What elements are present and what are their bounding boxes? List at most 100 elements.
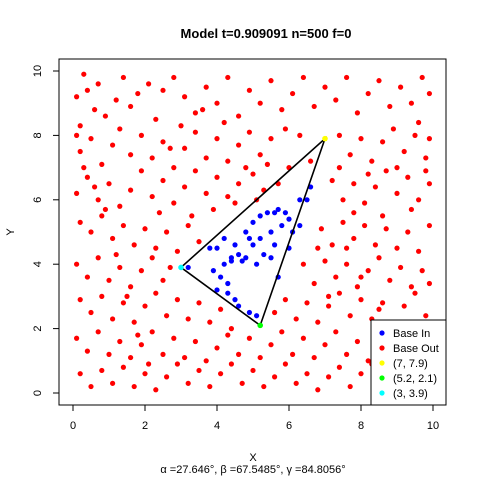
base-out-point — [380, 300, 386, 306]
base-in-point — [268, 229, 274, 235]
legend-label: Base Out — [393, 343, 439, 355]
base-out-point — [300, 335, 306, 341]
base-out-point — [84, 174, 90, 180]
base-in-point — [236, 251, 242, 258]
base-out-point — [221, 119, 227, 126]
base-out-point — [365, 358, 371, 364]
base-out-point — [376, 78, 382, 84]
base-out-point — [426, 280, 432, 287]
base-out-point — [236, 351, 242, 357]
x-axis-label: X — [249, 452, 257, 464]
triangle — [178, 135, 328, 329]
base-out-point — [153, 116, 159, 122]
x-tick-label: 8 — [358, 420, 364, 432]
base-out-point — [135, 332, 141, 338]
base-out-point — [92, 184, 98, 190]
base-out-point — [99, 367, 105, 374]
base-out-point — [419, 268, 425, 274]
base-out-point — [207, 319, 213, 325]
base-in-point — [272, 242, 278, 248]
base-out-point — [398, 264, 404, 271]
triangle-vertex — [257, 322, 264, 329]
base-out-point — [419, 74, 425, 81]
base-out-point — [376, 255, 382, 261]
base-out-point — [182, 184, 188, 190]
base-out-point — [336, 165, 342, 171]
base-in-point — [279, 222, 285, 229]
base-out-point — [106, 277, 112, 283]
base-in-point — [225, 280, 231, 287]
base-out-point — [354, 284, 360, 290]
base-out-point — [182, 354, 188, 361]
base-out-point — [214, 100, 220, 106]
y-tick-label: 6 — [32, 197, 44, 203]
base-out-point — [351, 235, 357, 242]
base-out-point — [365, 90, 371, 97]
base-out-point — [362, 200, 368, 206]
base-out-point — [214, 174, 220, 180]
base-in-point — [282, 210, 288, 216]
base-out-point — [160, 351, 166, 357]
base-out-point — [322, 84, 328, 90]
base-out-point — [336, 132, 342, 138]
base-out-point — [394, 245, 400, 251]
base-out-point — [315, 319, 321, 325]
base-out-point — [344, 351, 350, 357]
base-out-point — [372, 242, 378, 248]
base-out-point — [192, 168, 198, 174]
base-out-point — [92, 107, 98, 113]
base-out-point — [423, 168, 429, 174]
base-out-point — [117, 264, 123, 271]
base-out-point — [225, 158, 231, 164]
base-out-point — [178, 123, 184, 129]
legend-label: (5.2, 2.1) — [393, 373, 437, 385]
base-out-point — [171, 335, 177, 341]
base-out-point — [416, 119, 422, 126]
y-axis: 0 2 4 6 8 10 — [32, 65, 60, 396]
base-in-point — [243, 229, 249, 235]
triangle-outline — [179, 135, 327, 327]
base-out-point — [257, 100, 263, 106]
base-out-point — [167, 145, 173, 151]
base-in-point — [239, 258, 245, 264]
base-out-point — [225, 193, 231, 200]
base-in-point — [272, 210, 278, 216]
base-out-point — [160, 177, 166, 184]
base-out-point — [95, 197, 101, 203]
triangle-vertex — [322, 135, 328, 142]
base-in-point — [214, 245, 220, 251]
base-out-point — [282, 361, 288, 367]
base-out-point — [344, 245, 350, 251]
base-in-point — [257, 213, 263, 219]
base-out-point — [153, 387, 159, 393]
base-out-point — [131, 242, 137, 248]
base-out-point — [74, 132, 80, 138]
base-out-point — [153, 245, 159, 251]
angles-subtitle: α =27.646°, β =67.5485°, γ =84.8056° — [160, 464, 345, 476]
base-out-point — [416, 248, 422, 254]
base-out-point — [174, 297, 180, 303]
base-out-point — [243, 165, 249, 171]
base-out-point — [77, 123, 83, 129]
base-out-point — [246, 335, 252, 341]
base-out-point — [423, 313, 429, 319]
base-out-point — [383, 168, 389, 174]
base-out-point — [311, 354, 317, 361]
base-out-point — [347, 383, 353, 390]
base-out-point — [81, 165, 87, 171]
base-out-point — [160, 139, 166, 145]
base-out-point — [268, 342, 274, 348]
base-out-point — [315, 245, 321, 251]
base-out-point — [354, 110, 360, 116]
base-out-point — [405, 229, 411, 235]
base-out-point — [380, 213, 386, 219]
legend-marker — [379, 375, 385, 381]
base-out-point — [138, 168, 144, 174]
base-out-point — [329, 242, 335, 248]
base-out-point — [358, 297, 364, 303]
base-out-point — [77, 297, 83, 303]
base-out-point — [282, 126, 288, 132]
base-out-point — [257, 152, 263, 158]
base-out-point — [257, 354, 263, 361]
